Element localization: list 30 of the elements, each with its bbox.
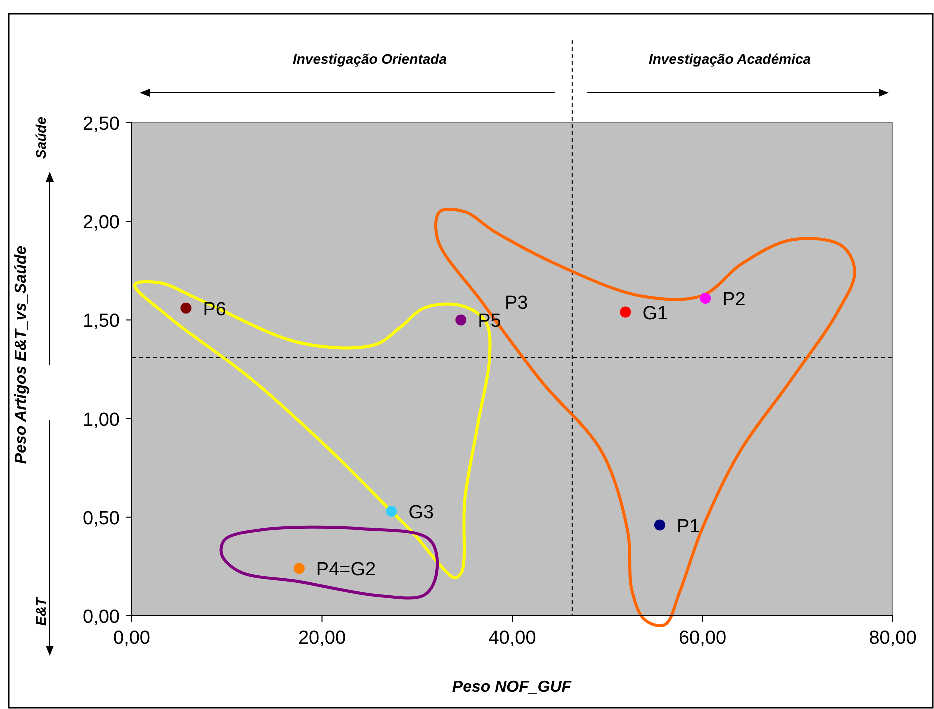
y-tick-label: 1,00 xyxy=(83,410,120,431)
point xyxy=(456,314,467,326)
x-tick-label: 20,00 xyxy=(298,628,346,649)
point xyxy=(654,520,666,531)
text: Investigação Orientada xyxy=(292,51,448,67)
series-label: P2 xyxy=(722,290,746,311)
y-tick-label: 2,50 xyxy=(83,114,120,135)
y-tick-label: 0,50 xyxy=(83,508,120,530)
text: E&T xyxy=(33,596,49,626)
x-tick-label: 60,00 xyxy=(678,628,727,649)
point xyxy=(620,306,632,318)
point xyxy=(180,302,192,314)
series-label: P4=G2 xyxy=(316,560,376,581)
y-axis-title: Peso Artigos E&T_vs_Saúde xyxy=(13,246,30,464)
y-tick-label: 0,00 xyxy=(83,607,120,628)
series-label: P1 xyxy=(676,516,700,538)
series-label: G1 xyxy=(642,303,668,324)
point xyxy=(700,293,712,304)
series-label: G3 xyxy=(408,502,434,524)
point xyxy=(294,563,305,574)
x-tick-label: 40,00 xyxy=(488,628,536,649)
annotation: P3 xyxy=(505,293,528,314)
point xyxy=(386,506,398,517)
x-axis-title: Peso NOF_GUF xyxy=(452,679,573,696)
x-tick-label: 0,00 xyxy=(114,628,150,649)
y-tick-label: 1,50 xyxy=(83,311,120,332)
text: Saúde xyxy=(33,116,49,160)
x-tick-label: 80,00 xyxy=(869,628,917,649)
y-tick-label: 2,00 xyxy=(83,212,120,234)
text: Investigação Académica xyxy=(648,51,812,67)
